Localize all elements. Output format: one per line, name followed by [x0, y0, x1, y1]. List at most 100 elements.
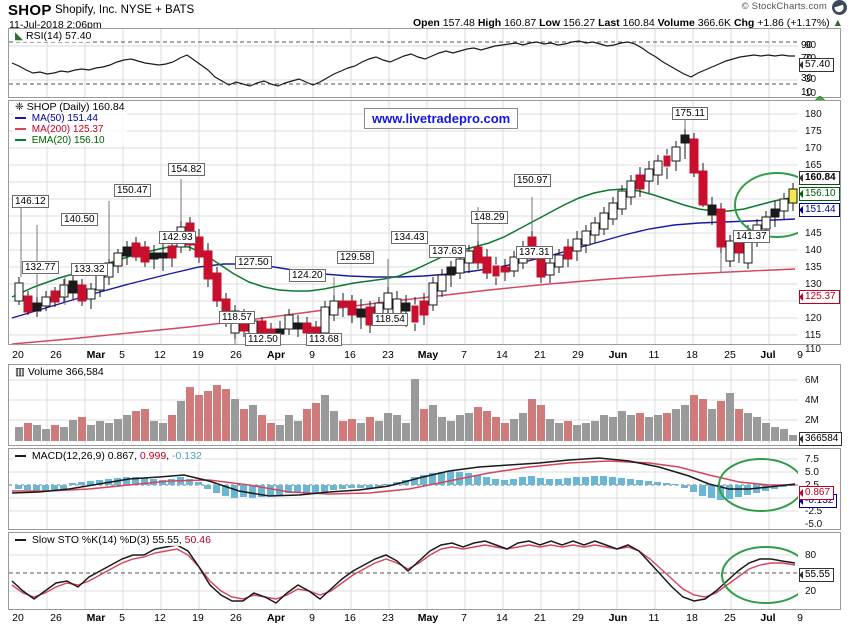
xtick-20: Jul — [760, 349, 776, 361]
xtick-b-19: 25 — [724, 612, 736, 624]
macd-panel: MACD(12,26,9) 0.867, 0.999, -0.132 — [8, 448, 841, 530]
price-callout-148-29: 148.29 — [471, 211, 508, 224]
macd-tick-2-5: 2.5 — [805, 480, 819, 491]
macd-legend-v1: 0.867 — [107, 450, 135, 462]
macd-plot — [9, 449, 840, 529]
xtick-11: May — [417, 349, 439, 361]
volume-tick-4m: 4M — [805, 395, 819, 406]
price-callout-112-50: 112.50 — [245, 333, 281, 346]
candlestick-icon: ❈ — [15, 101, 24, 113]
xtick-b-6: 26 — [230, 612, 242, 624]
price-callout-175-11: 175.11 — [672, 107, 708, 120]
price-callout-118-54: 118.54 — [372, 313, 408, 326]
price-tick-130: 130 — [805, 279, 822, 290]
open-value: 157.48 — [442, 17, 475, 29]
xtick-16: Jun — [608, 349, 628, 361]
xtick-6: 26 — [230, 349, 242, 361]
stoch-tick-80: 80 — [805, 550, 817, 561]
price-tick-115: 115 — [805, 330, 821, 341]
stoch-legend-name: Slow STO %K(14) %D(3) — [31, 534, 150, 546]
xtick-b-4: 12 — [154, 612, 166, 624]
xtick-b-16: Jun — [608, 612, 628, 624]
ticker-symbol: SHOP — [8, 2, 52, 19]
price-callout-137-63: 137.63 — [429, 245, 466, 258]
stochastics-panel: Slow STO %K(14) %D(3) 55.55, 50.46 — [8, 532, 841, 610]
price-tick-170: 170 — [805, 143, 822, 154]
price-tick-165: 165 — [805, 160, 822, 171]
macd-tick-neg-2-5: -2.5 — [805, 506, 823, 517]
volume-label: Volume — [657, 17, 695, 29]
ema20-legend: EMA(20) 156.10 — [15, 135, 125, 146]
price-callout-113-68: 113.68 — [306, 333, 342, 346]
volume-axis-column: 6M 4M 2M 366584 — [795, 364, 849, 446]
macd-tick-5-0: 5.0 — [805, 467, 819, 478]
low-label: Low — [539, 17, 561, 29]
price-callout-129-58: 129.58 — [337, 251, 374, 264]
price-callout-137-31: 137.31 — [516, 246, 553, 259]
price-tick-120: 120 — [805, 313, 822, 324]
price-callout-141-37: 141.37 — [733, 230, 770, 243]
price-callout-150-47: 150.47 — [114, 184, 151, 197]
price-callout-124-20: 124.20 — [289, 269, 326, 282]
volume-current-flag: 366584 — [799, 432, 843, 446]
high-value: 160.87 — [504, 17, 537, 29]
xtick-b-20: Jul — [760, 612, 776, 624]
last-price-flag: 160.84 — [798, 171, 840, 185]
xtick-10: 23 — [382, 349, 394, 361]
x-axis-top: 20 26 Mar 5 12 19 26 Apr 9 16 23 May 7 1… — [8, 349, 841, 363]
price-callout-150-97: 150.97 — [514, 174, 551, 187]
price-tick-110: 110 — [805, 344, 821, 355]
ma200-line-swatch — [15, 128, 26, 131]
rsi-panel: ◣ RSI(14) 57.40 90 70 30 10 57.40 — [8, 28, 849, 98]
volume-value: 366.6K — [697, 17, 732, 29]
xtick-b-3: 5 — [119, 612, 125, 624]
xtick-18: 18 — [686, 349, 698, 361]
ma50-flag: 151.44 — [798, 203, 840, 217]
rsi-plot — [9, 29, 840, 97]
price-legend-label: SHOP (Daily) 160.84 — [26, 101, 125, 113]
xtick-b-13: 14 — [496, 612, 508, 624]
stockcharts-credit: © StockCharts.com — [741, 1, 827, 12]
macd-axis-column: 7.5 5.0 2.5 -2.5 -5.0 0.867 -0.132 — [795, 448, 849, 530]
ema20-flag: 156.10 — [798, 187, 840, 201]
rsi-tick-label-90: 90 — [805, 40, 817, 51]
xtick-14: 21 — [534, 349, 546, 361]
stochastics-axis-column: 80 50 20 55.55 — [795, 532, 849, 610]
xtick-8: 9 — [309, 349, 315, 361]
watermark-livetradepro: www.livetradepro.com — [364, 108, 519, 129]
xtick-b-14: 21 — [534, 612, 546, 624]
rsi-tick-label-10: 10 — [805, 88, 817, 99]
company-name: Shopify, Inc. NYSE + BATS — [55, 4, 195, 16]
xtick-b-0: 20 — [12, 612, 24, 624]
volume-legend-label: Volume 366,584 — [27, 366, 104, 378]
xtick-b-7: Apr — [266, 612, 286, 624]
price-tick-180: 180 — [805, 109, 822, 120]
rsi-tick-30: 30 — [801, 73, 813, 84]
xtick-b-11: May — [417, 612, 439, 624]
price-legend: ❈ SHOP (Daily) 160.84 MA(50) 151.44 MA(2… — [13, 102, 127, 146]
volume-bars-icon: ▥ — [15, 366, 25, 378]
volume-plot — [9, 365, 840, 445]
stoch-value-flag: 55.55 — [799, 568, 835, 582]
price-callout-134-43: 134.43 — [391, 231, 428, 244]
macd-tick-neg-5-0: -5.0 — [805, 519, 823, 530]
stoch-legend-d: 50.46 — [184, 534, 211, 546]
rsi-legend-label: RSI(14) 57.40 — [26, 30, 92, 42]
chg-value: +1.86 (+1.17%) — [757, 17, 830, 29]
ma200-legend-label: MA(200) 125.37 — [31, 124, 104, 135]
price-callout-140-50: 140.50 — [61, 213, 98, 226]
chg-label: Chg — [733, 17, 755, 29]
quote-bar: Open 157.48 High 160.87 Low 156.27 Last … — [413, 17, 843, 29]
price-callout-127-50: 127.50 — [235, 256, 272, 269]
xtick-b-8: 9 — [309, 612, 315, 624]
xtick-5: 19 — [192, 349, 204, 361]
price-panel: ❈ SHOP (Daily) 160.84 MA(50) 151.44 MA(2… — [8, 100, 841, 346]
xtick-13: 14 — [496, 349, 508, 361]
ema20-line-swatch — [15, 139, 26, 142]
xtick-3: 5 — [119, 349, 125, 361]
xtick-21: 9 — [797, 349, 803, 361]
macd-value-flag: 0.867 — [799, 486, 835, 500]
ma50-legend-label: MA(50) 151.44 — [31, 113, 98, 124]
xtick-0: 20 — [12, 349, 24, 361]
price-callout-146-12: 146.12 — [12, 195, 49, 208]
